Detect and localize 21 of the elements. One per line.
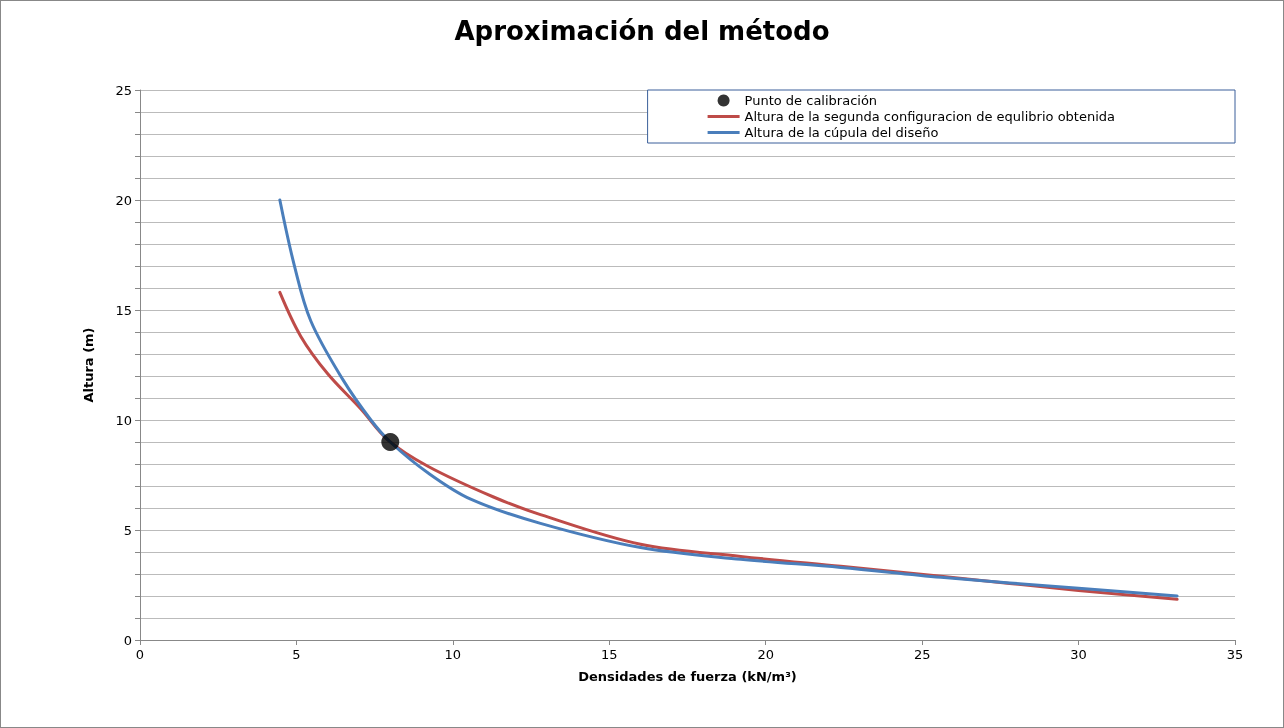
x-tick-label: 0 [135, 647, 145, 662]
x-tick-label: 20 [757, 647, 774, 662]
chart-title: Aproximación del método [454, 16, 830, 46]
y-tick-label: 5 [123, 522, 132, 538]
legend-label: Punto de calibración [744, 93, 878, 108]
x-tick-label: 15 [601, 647, 618, 662]
legend-label: Altura de la cúpula del diseño [744, 125, 939, 140]
legend-label: Altura de la segunda configuracion de equlibrio obtenida [744, 109, 1115, 124]
x-tick-label: 35 [1226, 647, 1244, 662]
x-tick-label: 10 [444, 647, 462, 662]
y-tick-label: 20 [115, 192, 132, 208]
x-tick-label: 30 [1070, 647, 1087, 662]
x-tick-label: 5 [292, 647, 301, 662]
y-tick-label: 25 [115, 82, 132, 98]
y-tick-label: 10 [115, 412, 132, 428]
y-axis-title: Altura (m) [81, 327, 96, 403]
line-series [278, 198, 1179, 598]
y-tick-label: 15 [115, 302, 132, 318]
x-axis-title: Densidades de fuerza (kN/m³) [578, 669, 797, 684]
x-tick-label: 25 [913, 647, 931, 662]
y-tick-label: 0 [123, 632, 132, 648]
